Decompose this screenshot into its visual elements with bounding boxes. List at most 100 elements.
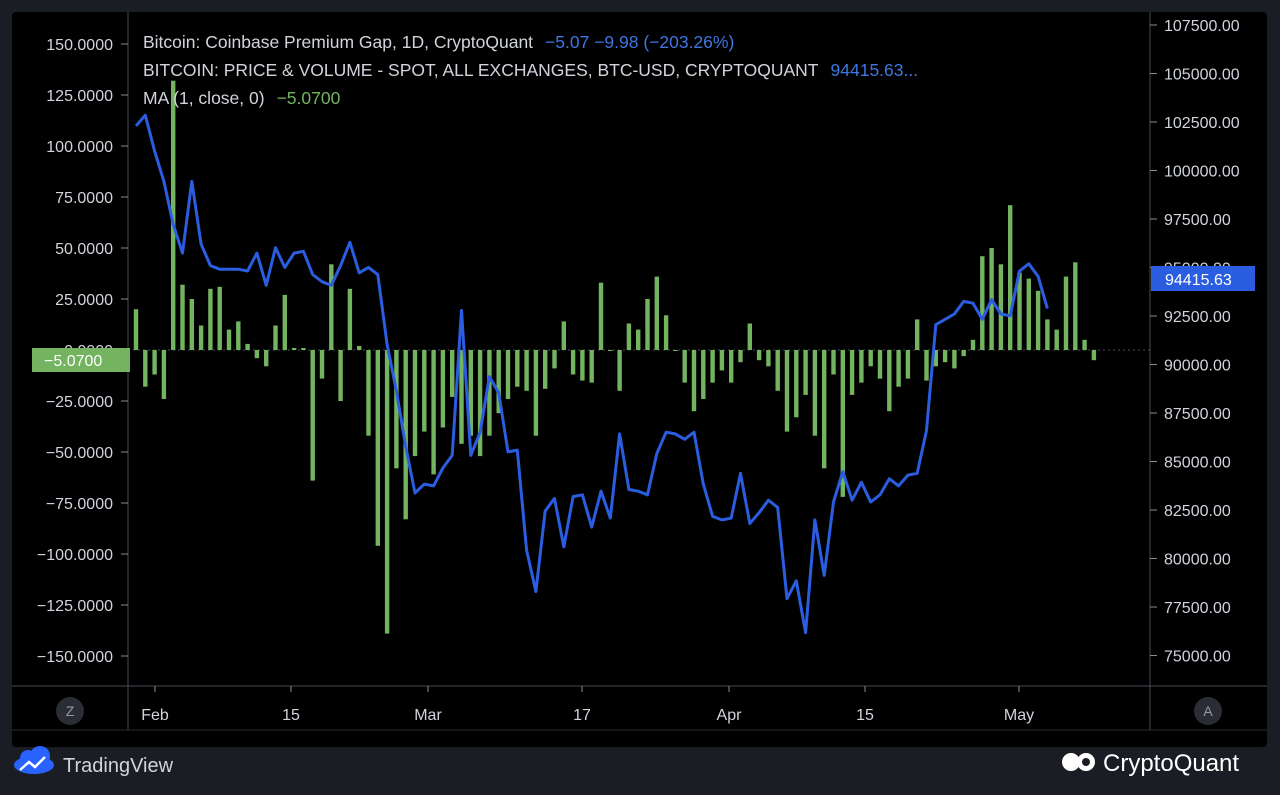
premium-gap-bar (226, 329, 232, 350)
right-axis-tick-label: 105000.00 (1164, 67, 1240, 84)
left-axis-ticks: 150.0000 125.0000 100.0000 75.0000 50.0000 25… (37, 37, 128, 666)
premium-gap-bar (905, 350, 911, 379)
premium-gap-bar (1073, 262, 1078, 350)
premium-gap-bar (1008, 205, 1013, 350)
premium-gap-bar (357, 345, 362, 350)
premium-gap-bar (496, 350, 501, 414)
right-value-badge: 94415.63 (1151, 266, 1255, 291)
premium-gap-bar (152, 350, 157, 375)
right-axis-tick-label: 75000.00 (1164, 649, 1231, 666)
premium-gap-bar (310, 350, 315, 481)
left-axis-tick-label: −25.0000 (46, 394, 113, 411)
premium-gap-bar (208, 288, 213, 350)
premium-gap-bar (636, 329, 641, 350)
premium-gap-bar (803, 350, 808, 395)
premium-gap-bar (217, 286, 222, 350)
premium-gap-bar (245, 343, 250, 350)
premium-gap-bar (487, 350, 492, 436)
premium-gap-bar (171, 80, 176, 350)
premium-gap-bar (970, 339, 976, 350)
premium-gap-bar (961, 350, 966, 357)
premium-gap-bar (543, 350, 548, 389)
premium-gap-bar (784, 350, 790, 432)
right-axis-tick-label: 80000.00 (1164, 552, 1231, 569)
premium-gap-bar (1026, 278, 1031, 350)
premium-gap-bar (143, 350, 148, 387)
left-axis-tick-label: −75.0000 (46, 496, 113, 513)
premium-gap-bar (896, 350, 901, 387)
left-axis-tick-label: 75.0000 (55, 190, 113, 207)
tradingview-brand: TradingView (14, 746, 174, 777)
time-axis-ticks: Feb 15 Mar 17 Apr 15 May (141, 686, 1034, 724)
premium-gap-bar (301, 348, 306, 350)
premium-gap-bar (887, 350, 892, 412)
left-axis-tick-label: 25.0000 (55, 292, 113, 309)
premium-gap-bar (431, 350, 436, 475)
timezone-button[interactable]: Z (56, 697, 84, 725)
premium-gap-bar (375, 350, 380, 546)
premium-gap-bar (440, 350, 446, 428)
premium-gap-bar (422, 350, 427, 432)
premium-gap-bar (1035, 290, 1041, 350)
premium-gap-bar (589, 350, 594, 383)
svg-text:A: A (1203, 703, 1213, 719)
premium-gap-bar (673, 350, 678, 351)
legend-line-3: MA (1, close, 0) −5.0700 (143, 88, 341, 108)
premium-gap-bar (133, 309, 139, 350)
auto-scale-button[interactable]: A (1194, 697, 1222, 725)
premium-gap-bar (719, 350, 725, 371)
time-axis-tick-label: Mar (414, 707, 442, 724)
premium-gap-bar (942, 350, 948, 363)
right-axis-tick-label: 92500.00 (1164, 309, 1231, 326)
premium-gap-bar (384, 350, 390, 634)
premium-gap-bar (561, 321, 566, 350)
premium-gap-bar (570, 350, 576, 375)
premium-gap-bar (412, 350, 418, 457)
svg-text:94415.63: 94415.63 (1165, 272, 1232, 289)
premium-gap-bar (663, 315, 669, 350)
premium-gap-bar (1082, 339, 1087, 350)
premium-gap-bar (868, 350, 873, 367)
premium-gap-bar (403, 350, 408, 520)
price-line (134, 113, 1049, 635)
left-axis-tick-label: −100.0000 (37, 547, 113, 564)
premium-gap-bar (450, 350, 455, 397)
premium-gap-bar (161, 350, 167, 399)
premium-gap-bar (608, 350, 613, 351)
left-axis-tick-label: 150.0000 (46, 37, 113, 54)
premium-gap-bar (794, 350, 799, 418)
right-axis-tick-label: 107500.00 (1164, 18, 1240, 35)
premium-gap-bar (459, 350, 464, 444)
premium-gap-bar (756, 350, 762, 361)
chart-panel (12, 12, 1267, 747)
right-axis-tick-label: 100000.00 (1164, 164, 1240, 181)
svg-text:Z: Z (66, 703, 75, 719)
premium-gap-bar (682, 350, 687, 383)
premium-gap-bar (915, 319, 920, 350)
premium-gap-bar (598, 282, 604, 350)
premium-gap-bar (729, 350, 734, 383)
premium-gap-bar (924, 350, 929, 381)
premium-gap-bar (366, 350, 371, 436)
premium-gap-bar (347, 288, 353, 350)
premium-gap-bar (952, 350, 957, 369)
premium-gap-bar (701, 350, 706, 399)
right-axis-tick-label: 87500.00 (1164, 406, 1231, 423)
premium-gap-bar (626, 323, 632, 350)
left-axis-tick-label: −150.0000 (37, 649, 113, 666)
right-axis-tick-label: 82500.00 (1164, 503, 1231, 520)
premium-gap-bar (691, 350, 697, 412)
premium-gap-bar (998, 264, 1004, 350)
premium-gap-bar (319, 350, 325, 379)
left-axis-tick-label: −125.0000 (37, 598, 113, 615)
tradingview-cloud-icon (14, 746, 54, 774)
left-axis-tick-label: 50.0000 (55, 241, 113, 258)
right-axis-tick-label: 77500.00 (1164, 600, 1231, 617)
premium-gap-bar (236, 321, 241, 350)
premium-gap-bar (198, 325, 204, 350)
premium-gap-bar (273, 325, 278, 350)
premium-gap-bar (254, 350, 260, 359)
time-axis-tick-label: May (1004, 707, 1034, 724)
